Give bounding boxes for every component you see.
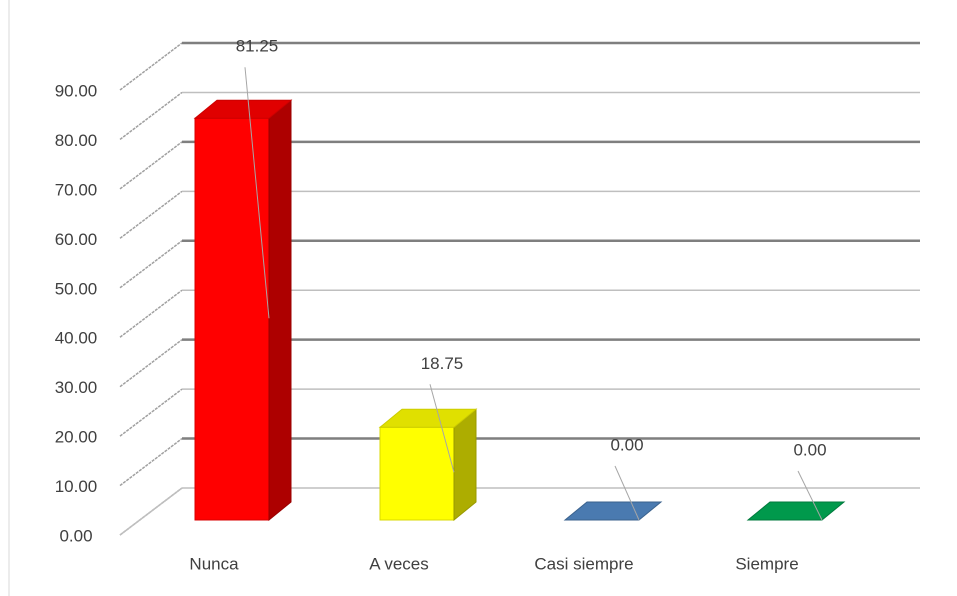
x-tick-label: Nunca — [189, 554, 239, 573]
bar-top — [746, 501, 846, 521]
y-tick-label: 80.00 — [55, 131, 98, 150]
x-tick-label: Casi siempre — [534, 554, 633, 573]
grid-diagonal — [119, 42, 183, 91]
y-tick-label: 30.00 — [55, 378, 98, 397]
y-tick-label: 20.00 — [55, 428, 98, 447]
y-tick-label: 40.00 — [55, 329, 98, 348]
y-tick-label: 0.00 — [59, 526, 92, 545]
grid-diagonal — [119, 339, 183, 388]
y-tick-label: 70.00 — [55, 180, 98, 199]
y-tick-label: 60.00 — [55, 230, 98, 249]
grid-diagonal — [119, 388, 183, 437]
floor-edge — [119, 487, 183, 536]
bar-front — [379, 426, 455, 521]
bar-top — [563, 501, 663, 521]
grid-diagonal — [119, 91, 183, 141]
leader-line — [614, 465, 640, 521]
value-label: 81.25 — [236, 37, 279, 56]
grid-diagonal — [119, 190, 183, 239]
bar-top — [378, 408, 478, 428]
leader-line — [244, 67, 270, 319]
grid-diagonal — [119, 289, 183, 338]
bar-side — [453, 408, 477, 522]
x-tick-label: Siempre — [735, 554, 798, 573]
bar-side — [268, 99, 292, 522]
bar-front — [194, 117, 270, 521]
value-label: 0.00 — [610, 435, 643, 454]
grid-diagonal — [119, 437, 183, 487]
bar-top — [193, 99, 293, 119]
y-tick-label: 90.00 — [55, 81, 98, 100]
y-tick-label: 10.00 — [55, 477, 98, 496]
leader-line — [797, 470, 823, 521]
y-tick-label: 50.00 — [55, 279, 98, 298]
x-tick-label: A veces — [369, 554, 429, 573]
leader-line — [429, 384, 455, 473]
value-label: 18.75 — [421, 354, 464, 373]
value-label: 0.00 — [793, 440, 826, 459]
grid-diagonal — [119, 240, 183, 289]
grid-diagonal — [119, 141, 183, 190]
